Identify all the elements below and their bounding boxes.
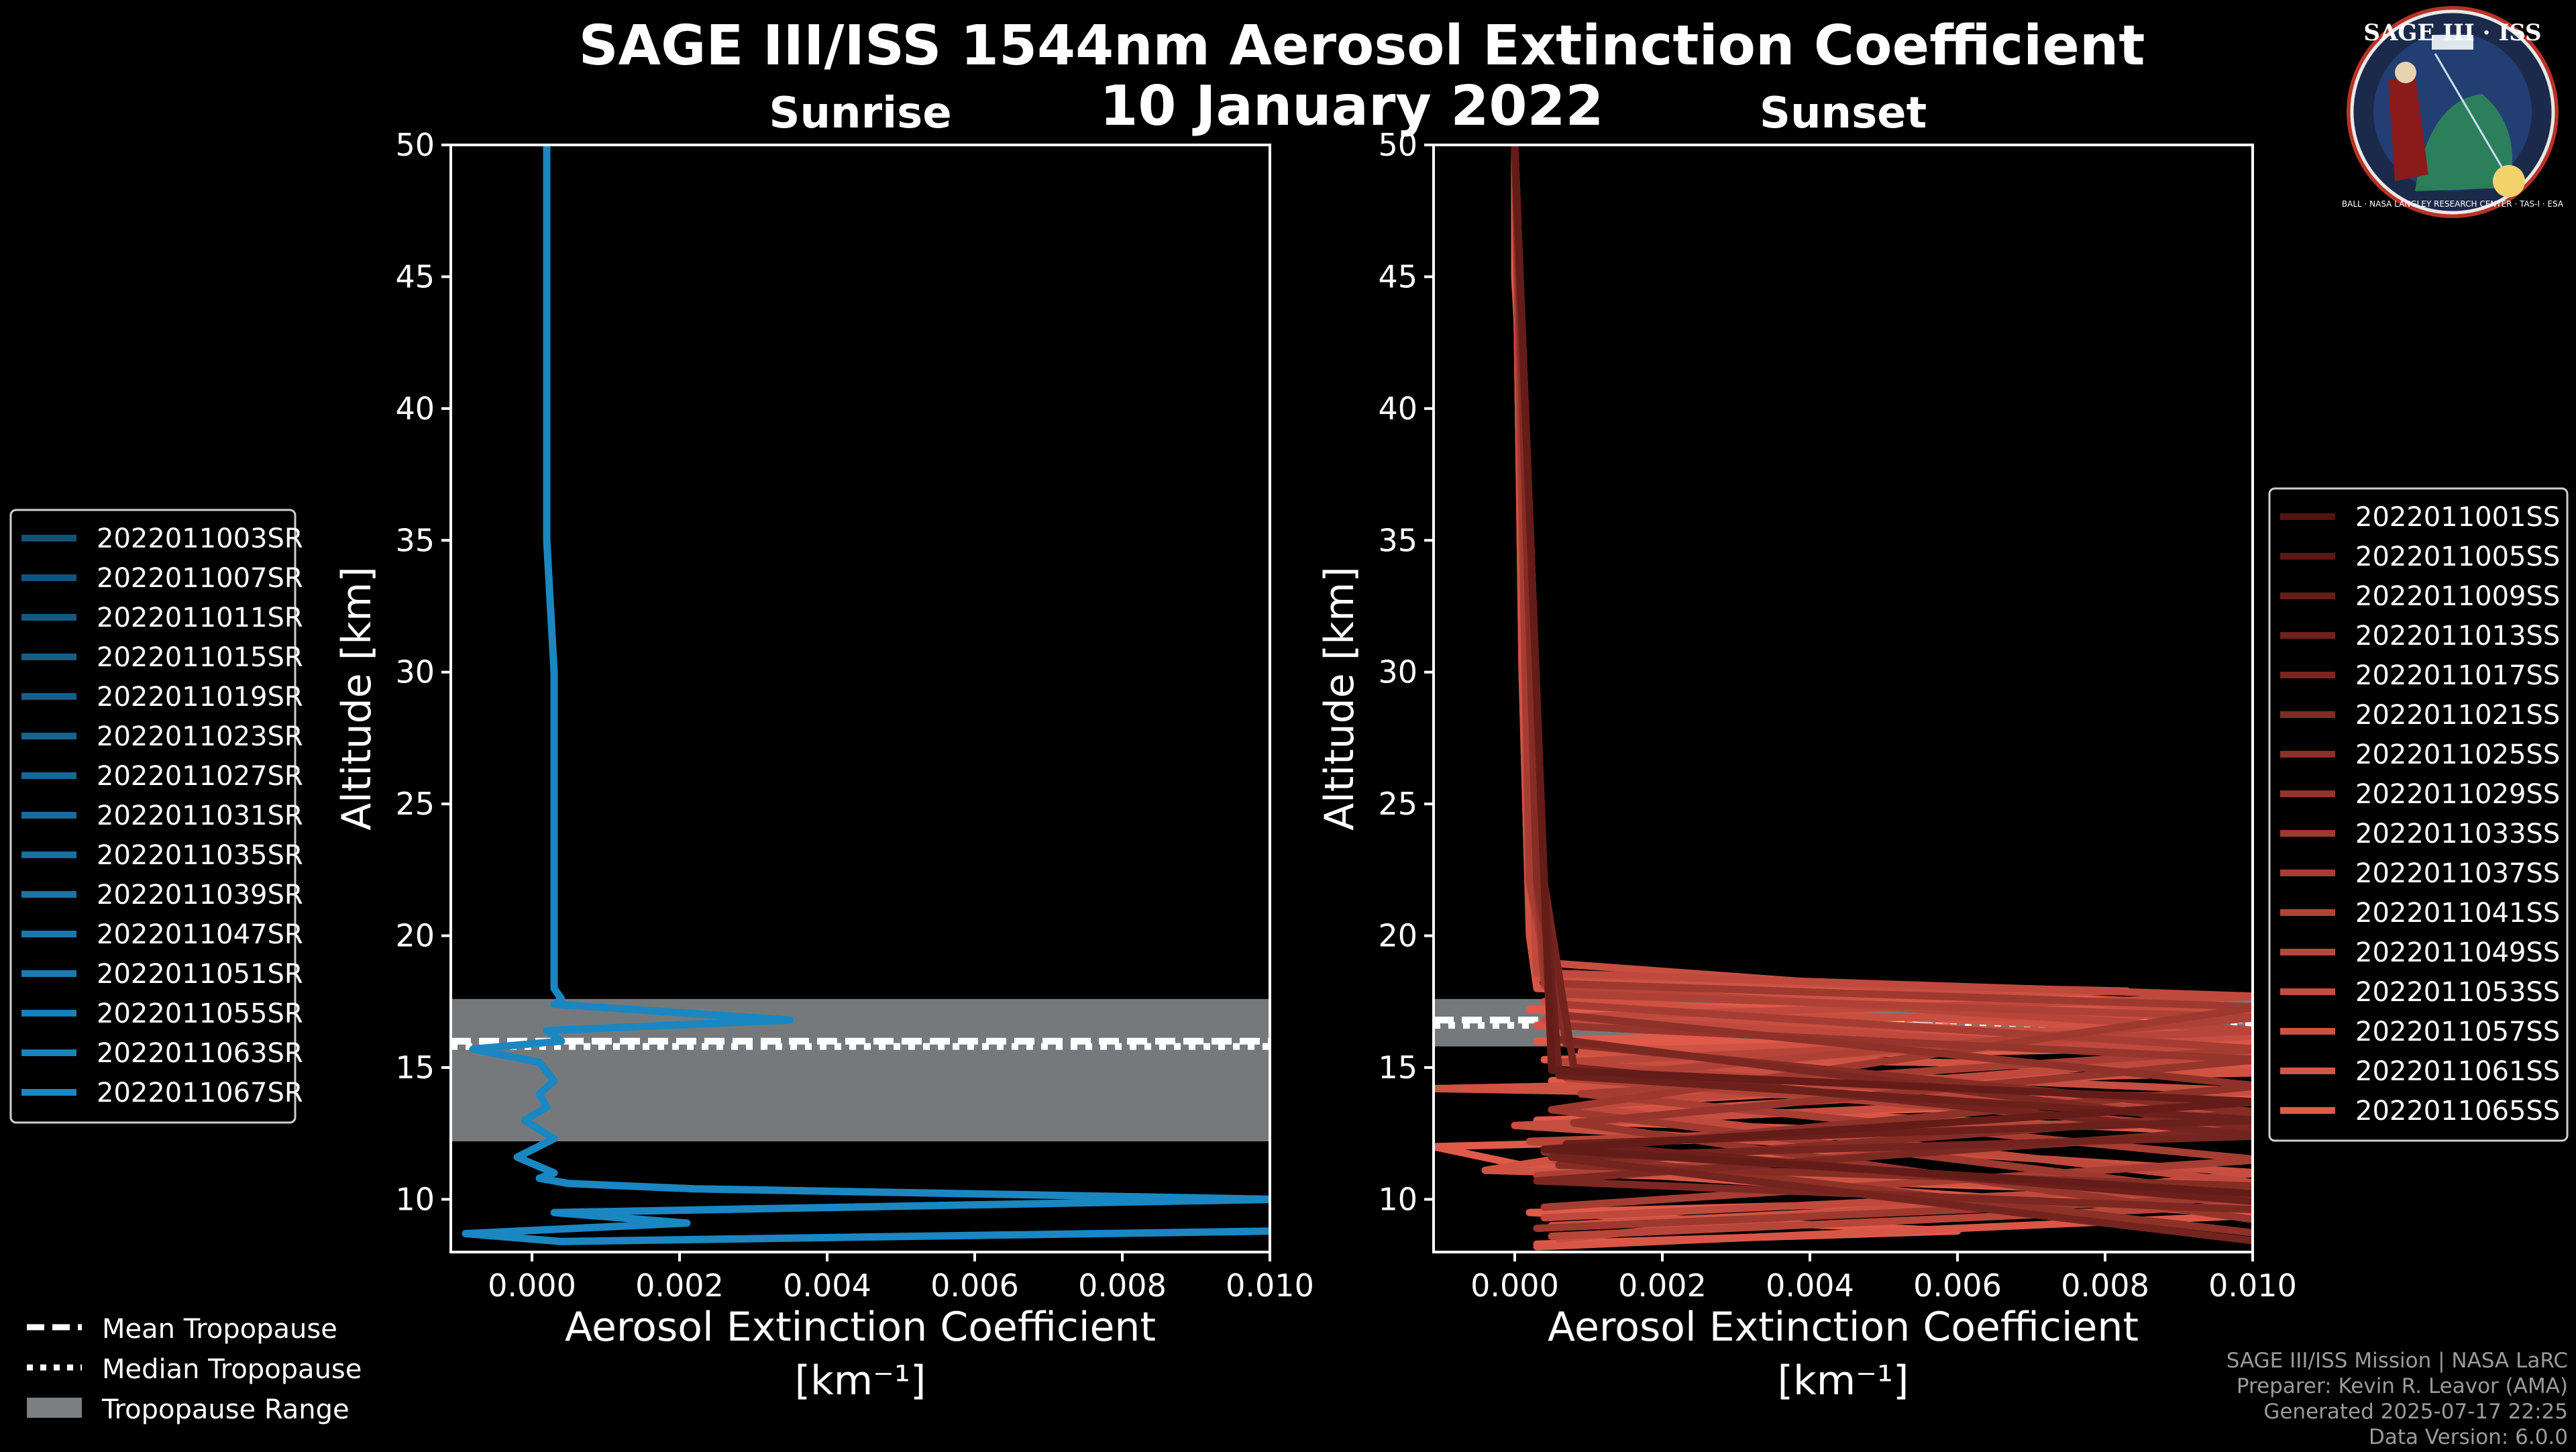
sunset-legend-label: 2022011037SS xyxy=(2355,858,2560,889)
sunset-legend-label: 2022011049SS xyxy=(2355,937,2560,968)
sunrise-tropopause-range xyxy=(451,998,1270,1141)
sunset-ytick-label: 45 xyxy=(1378,258,1417,295)
sunrise-xaxis-label: Aerosol Extinction Coefficient xyxy=(565,1304,1156,1351)
tropopause-range-label: Tropopause Range xyxy=(101,1394,350,1425)
logo-title: SAGE III · ISS xyxy=(2363,19,2541,46)
sunset-ytick-label: 25 xyxy=(1378,786,1417,822)
sunrise-legend-label: 2022011039SR xyxy=(97,880,303,911)
sunset-legend-label: 2022011017SS xyxy=(2355,660,2560,691)
sunrise-legend-label: 2022011023SR xyxy=(97,721,303,752)
sunrise-legend-label: 2022011019SR xyxy=(97,682,303,713)
sage-iii-iss-logo: SAGE III · ISS BALL · NASA LANGLEY RESEA… xyxy=(2342,6,2564,218)
mean-tropopause-label: Mean Tropopause xyxy=(102,1314,337,1345)
sunrise-panel: 0.000 0.002 0.004 0.006 0.008 0.010 10 15 20 25 30… xyxy=(333,89,1314,1404)
sunset-ytick-label: 50 xyxy=(1378,127,1417,163)
footer-credits: SAGE III/ISS Mission | NASA LaRC Prepare… xyxy=(2226,1349,2568,1449)
tropopause-legend: Mean Tropopause Median Tropopause Tropop… xyxy=(27,1314,362,1425)
sunset-legend-label: 2022011033SS xyxy=(2355,819,2560,849)
sunset-xaxis-label: Aerosol Extinction Coefficient xyxy=(1548,1304,2139,1351)
sunrise-series-2022011067SR xyxy=(462,145,1270,1245)
sunrise-legend-label: 2022011011SR xyxy=(97,603,303,633)
sunset-ytick-label: 10 xyxy=(1378,1181,1417,1217)
sunrise-xtick-label: 0.002 xyxy=(635,1267,724,1304)
sunrise-ytick-label: 25 xyxy=(395,786,435,822)
sunrise-legend-label: 2022011063SR xyxy=(97,1038,303,1069)
median-tropopause-label: Median Tropopause xyxy=(102,1354,362,1385)
sunset-series-2022011001SS xyxy=(1511,145,2253,1198)
sunrise-ytick-label: 30 xyxy=(395,654,435,690)
sunrise-legend: 2022011003SR 2022011007SR 2022011011SR 2022… xyxy=(9,509,303,1124)
sunrise-ytick-label: 15 xyxy=(395,1049,435,1086)
sunset-yaxis-label: Altitude [km] xyxy=(1316,566,1363,831)
logo-ring-text: BALL · NASA LANGLEY RESEARCH CENTER · TA… xyxy=(2342,199,2564,209)
sunset-legend-label: 2022011065SS xyxy=(2355,1096,2560,1127)
sunset-ytick-label: 15 xyxy=(1378,1049,1417,1086)
sunrise-legend-label: 2022011015SR xyxy=(97,642,303,673)
sunrise-xaxis-unit: [km⁻¹] xyxy=(795,1357,926,1404)
sunrise-legend-frame xyxy=(9,509,297,1124)
sunrise-legend-label: 2022011031SR xyxy=(97,800,303,831)
sunset-panel: 0.000 0.002 0.004 0.006 0.008 0.010 10 15 20 25 30… xyxy=(1316,89,2297,1404)
sunset-legend-label: 2022011061SS xyxy=(2355,1056,2560,1087)
sunset-xtick-label: 0.002 xyxy=(1618,1267,1707,1304)
sunset-legend-label: 2022011041SS xyxy=(2355,898,2560,929)
sunset-xtick-label: 0.008 xyxy=(2061,1267,2149,1304)
sunrise-legend-label: 2022011055SR xyxy=(97,998,303,1029)
sunrise-ytick-label: 40 xyxy=(395,391,435,427)
sunset-xtick-label: 0.010 xyxy=(2208,1267,2297,1304)
figure-title: SAGE III/ISS 1544nm Aerosol Extinction C… xyxy=(579,14,2145,78)
sunset-legend-label: 2022011005SS xyxy=(2355,541,2560,572)
sunset-legend-label: 2022011001SS xyxy=(2355,502,2560,533)
sunrise-legend-label: 2022011027SR xyxy=(97,761,303,792)
sunset-legend-label: 2022011009SS xyxy=(2355,581,2560,612)
sunrise-ytick-label: 45 xyxy=(395,258,435,295)
footer-line-version: Data Version: 6.0.0 xyxy=(2369,1425,2568,1449)
sunset-panel-title: Sunset xyxy=(1760,89,1927,138)
sunset-xtick-label: 0.000 xyxy=(1470,1267,1559,1304)
sunset-legend-label: 2022011029SS xyxy=(2355,779,2560,810)
sunrise-panel-title: Sunrise xyxy=(769,89,951,138)
sunset-ytick-label: 35 xyxy=(1378,522,1417,558)
sunset-axes-frame xyxy=(1432,144,2254,1253)
sunrise-legend-label: 2022011007SR xyxy=(97,563,303,594)
sunrise-ytick-label: 35 xyxy=(395,522,435,558)
sunset-legend-label: 2022011025SS xyxy=(2355,739,2560,770)
sunset-legend-label: 2022011013SS xyxy=(2355,621,2560,652)
sunrise-legend-label: 2022011047SR xyxy=(97,919,303,950)
tropopause-range-swatch xyxy=(27,1398,82,1418)
sunrise-xtick-label: 0.010 xyxy=(1226,1267,1314,1304)
sunset-xaxis-unit: [km⁻¹] xyxy=(1778,1357,1909,1404)
sunset-ytick-label: 40 xyxy=(1378,391,1417,427)
sunrise-legend-label: 2022011067SR xyxy=(97,1078,303,1108)
sunset-legend: 2022011001SS 2022011005SS 2022011009SS 2022… xyxy=(2268,487,2569,1142)
sunrise-xtick-label: 0.004 xyxy=(783,1267,871,1304)
sunset-xtick-label: 0.004 xyxy=(1766,1267,1854,1304)
footer-line-mission: SAGE III/ISS Mission | NASA LaRC xyxy=(2226,1349,2568,1373)
sunrise-series-group xyxy=(462,145,1270,1245)
sunset-series-2022011033SS xyxy=(1511,145,2253,1211)
sunrise-ytick-label: 50 xyxy=(395,127,435,163)
footer-line-preparer: Preparer: Kevin R. Leavor (AMA) xyxy=(2237,1374,2568,1398)
footer-line-generated: Generated 2025-07-17 22:25 xyxy=(2263,1400,2568,1424)
sunrise-legend-label: 2022011035SR xyxy=(97,840,303,871)
sunset-xtick-label: 0.006 xyxy=(1913,1267,2002,1304)
sunrise-xtick-label: 0.006 xyxy=(930,1267,1019,1304)
sunset-legend-label: 2022011053SS xyxy=(2355,977,2560,1008)
sunrise-legend-label: 2022011051SR xyxy=(97,959,303,990)
sunrise-xtick-label: 0.008 xyxy=(1078,1267,1167,1304)
sunrise-ytick-label: 10 xyxy=(395,1181,435,1217)
sunrise-ytick-label: 20 xyxy=(395,918,435,954)
sunrise-xtick-label: 0.000 xyxy=(488,1267,576,1304)
sunset-legend-label: 2022011057SS xyxy=(2355,1017,2560,1047)
sunset-legend-label: 2022011021SS xyxy=(2355,700,2560,731)
sunset-ytick-label: 20 xyxy=(1378,918,1417,954)
sunrise-axes-frame xyxy=(449,144,1271,1253)
sunset-legend-frame xyxy=(2268,487,2569,1142)
sunrise-legend-label: 2022011003SR xyxy=(97,523,303,554)
sunrise-yaxis-label: Altitude [km] xyxy=(333,566,380,831)
sunset-series-group xyxy=(1434,145,2253,1251)
figure-subtitle: 10 January 2022 xyxy=(1099,74,1603,138)
sunset-ytick-label: 30 xyxy=(1378,654,1417,690)
